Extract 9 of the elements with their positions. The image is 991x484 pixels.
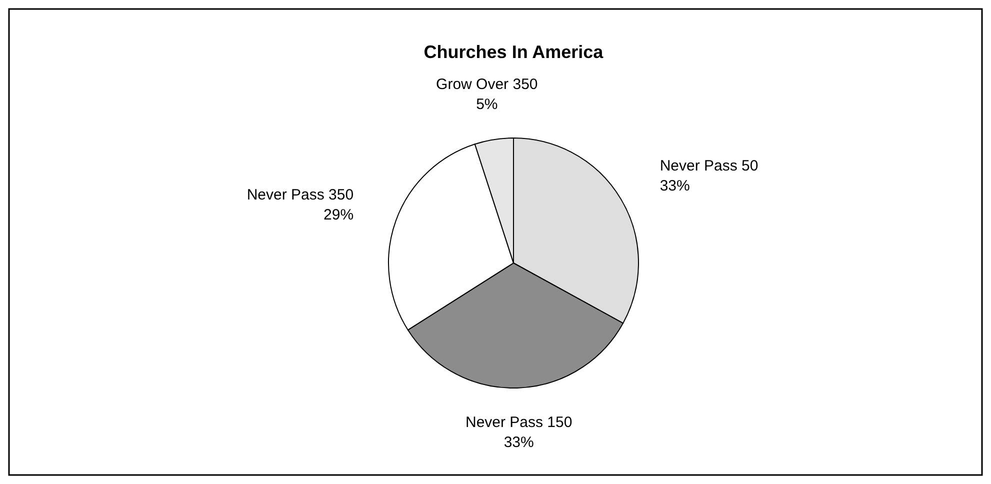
slice-label: Never Pass 150: [465, 414, 572, 431]
chart-title: Churches In America: [424, 42, 604, 62]
slice-label: Grow Over 350: [436, 76, 538, 94]
data-label: 29%: [324, 206, 354, 224]
data-label: 5%: [476, 96, 498, 114]
slice-label: Never Pass 50: [660, 157, 758, 174]
data-label: 33%: [660, 177, 690, 194]
data-label: 33%: [504, 434, 534, 451]
slice-label: Never Pass 350: [246, 186, 354, 204]
